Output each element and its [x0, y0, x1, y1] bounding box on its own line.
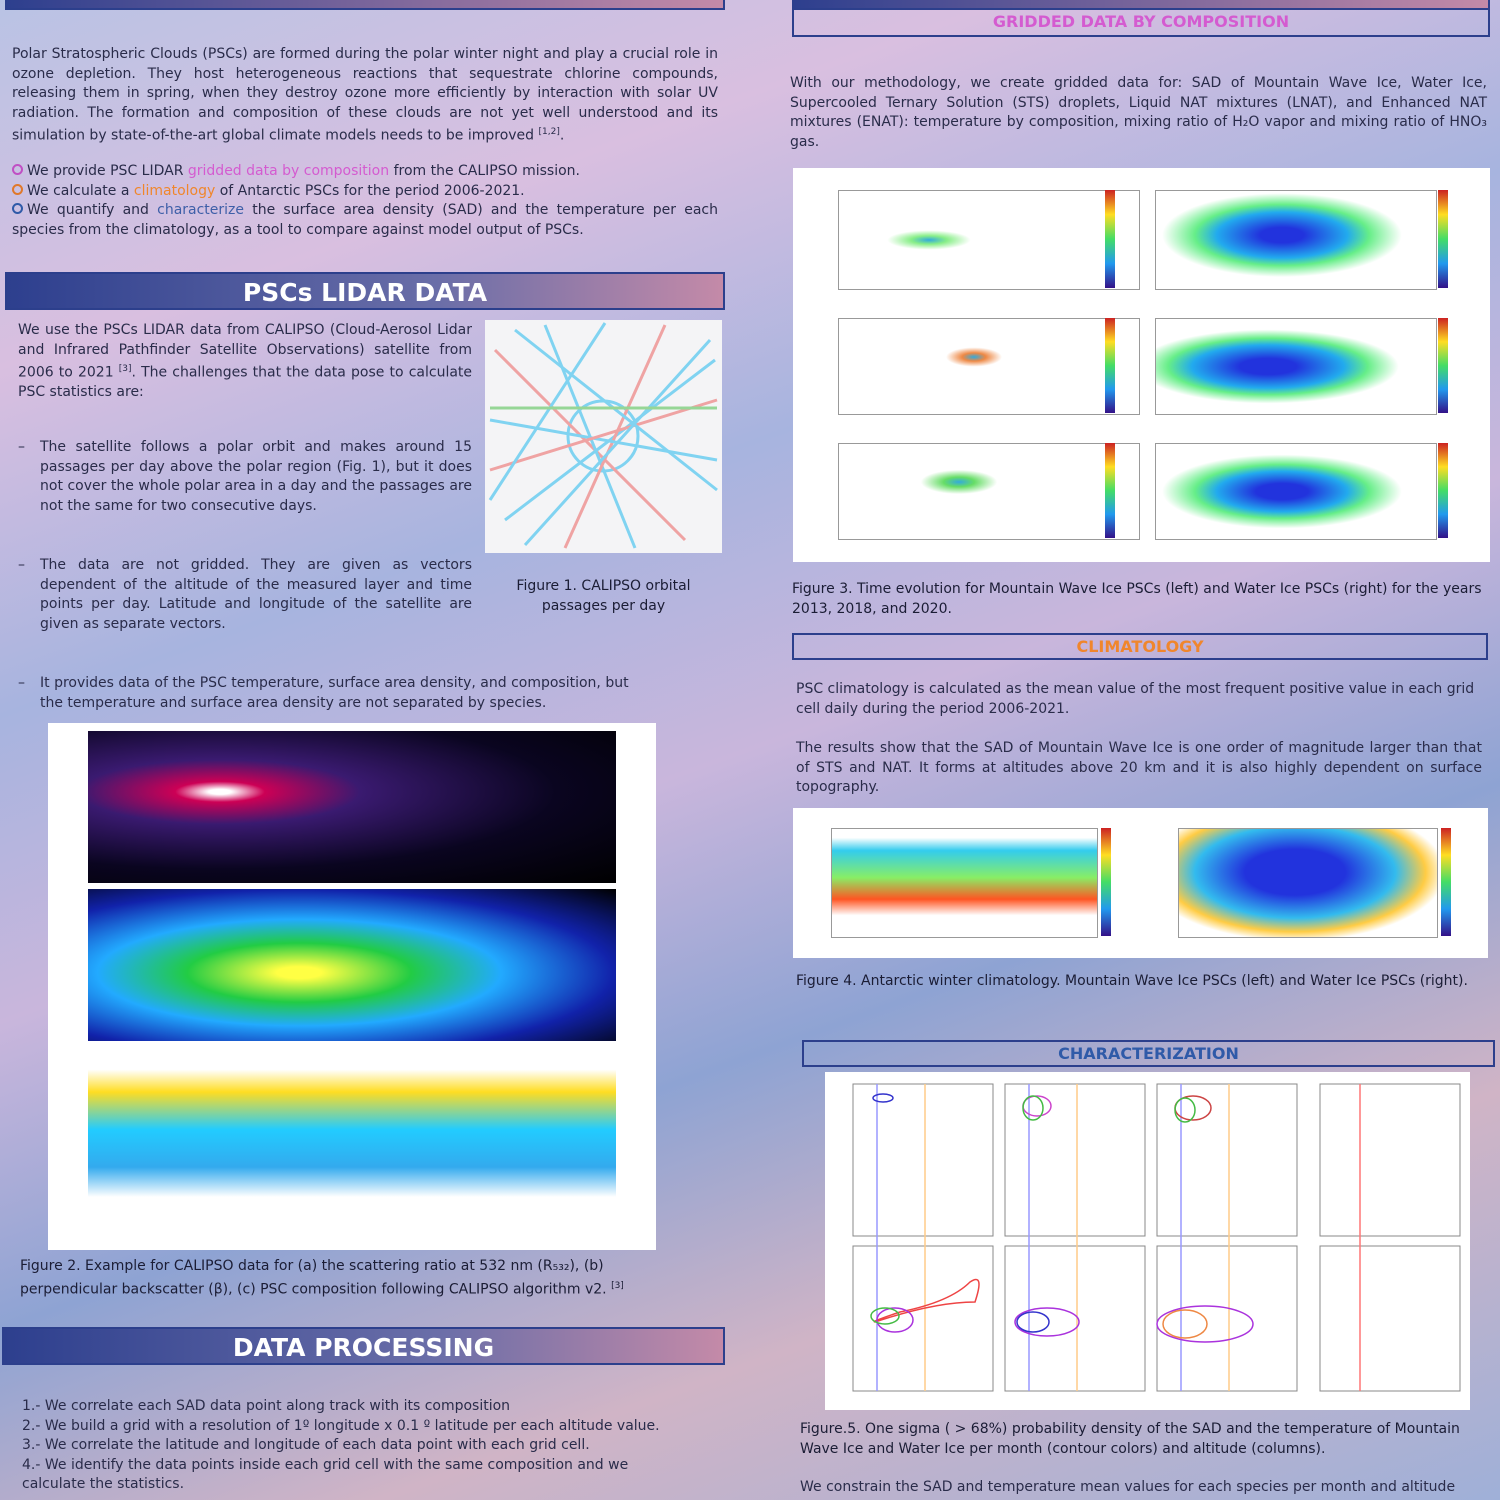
bullet-dot: [12, 203, 23, 214]
plot-panel: [838, 190, 1140, 290]
figure-4: [793, 808, 1488, 958]
section-title: PSCs LIDAR DATA: [5, 272, 725, 310]
figure-caption: Figure.5. One sigma ( > 68%) probability…: [800, 1421, 1460, 1457]
text: Polar Stratospheric Clouds (PSCs) are fo…: [12, 46, 718, 144]
figure-3: [793, 168, 1490, 562]
figure-caption: Figure 1. CALIPSO orbital passages per d…: [516, 578, 691, 614]
text: We provide PSC LIDAR: [27, 163, 184, 179]
reference: [3]: [118, 364, 132, 374]
bullet: It provides data of the PSC temperature,…: [18, 674, 652, 713]
colorbar: [1438, 443, 1448, 538]
colorbar: [1101, 828, 1111, 936]
panel-c: [88, 1047, 616, 1197]
characterization-paragraph: We constrain the SAD and temperature mea…: [800, 1479, 1456, 1495]
colorbar: [1105, 190, 1115, 288]
bullet-dot: [12, 164, 23, 175]
panel-b: [88, 889, 616, 1041]
bullet: The data are not gridded. They are given…: [18, 556, 472, 634]
plot-panel: [838, 443, 1140, 540]
figure-5: [825, 1072, 1470, 1410]
colorbar: [1441, 828, 1451, 936]
figure-1: [485, 320, 722, 553]
step: 1.- We correlate each SAD data point alo…: [22, 1398, 511, 1414]
orbit-plot: [488, 322, 718, 549]
text: of Antarctic PSCs for the period 2006-20…: [219, 182, 525, 199]
highlight: gridded data by composition: [187, 163, 390, 179]
density-plots: [852, 1083, 1461, 1392]
text: . The challenges that the data pose to c…: [18, 364, 473, 401]
intro-bullets: We provide PSC LIDAR gridded data by com…: [12, 162, 718, 240]
plot-panel: [1155, 318, 1437, 415]
figure-2: [48, 723, 656, 1250]
bullet: We provide PSC LIDAR gridded data by com…: [12, 162, 718, 182]
highlight: climatology: [133, 182, 216, 199]
processing-steps: 1.- We correlate each SAD data point alo…: [22, 1397, 672, 1495]
bullet: We calculate a climatology of Antarctic …: [12, 182, 718, 202]
intro-paragraph: Polar Stratospheric Clouds (PSCs) are fo…: [12, 46, 718, 144]
bullet-dot: [12, 183, 23, 195]
step: 4.- We identify the data points inside e…: [22, 1456, 629, 1493]
plot-panel: [1155, 190, 1437, 290]
section-title: CHARACTERIZATION: [802, 1040, 1495, 1067]
section-title: DATA PROCESSING: [2, 1327, 725, 1365]
panel-a: [88, 731, 616, 883]
plot-panel: [1155, 443, 1437, 540]
header-bar: [792, 0, 1490, 10]
figure-caption: Figure 4. Antarctic winter climatology. …: [796, 973, 1468, 989]
plot-panel: [831, 828, 1098, 938]
climatology-paragraph: PSC climatology is calculated as the mea…: [796, 681, 1475, 717]
colorbar: [1105, 443, 1115, 538]
text: from the CALIPSO mission.: [393, 163, 580, 179]
climatology-paragraph: The results show that the SAD of Mountai…: [796, 740, 1482, 795]
text: We use the PSCs LIDAR data from CALIPSO …: [18, 322, 472, 381]
section-title: GRIDDED DATA BY COMPOSITION: [792, 10, 1490, 37]
colorbar: [1105, 318, 1115, 413]
gridded-paragraph: With our methodology, we create gridded …: [790, 75, 1487, 150]
bullet: We quantify and characterize the surface…: [12, 201, 718, 240]
step: 2.- We build a grid with a resolution of…: [22, 1417, 660, 1434]
text: We calculate a: [27, 182, 130, 199]
reference: [1,2]: [538, 127, 560, 137]
header-bar: [5, 0, 725, 10]
colorbar: [1438, 318, 1448, 413]
text: the surface area density (SAD) and the t…: [12, 202, 718, 238]
colorbar: [1438, 190, 1448, 288]
figure-caption: Figure 3. Time evolution for Mountain Wa…: [792, 581, 1482, 617]
lidar-bullets: The satellite follows a polar orbit and …: [18, 438, 629, 753]
lidar-paragraph: We use the PSCs LIDAR data from CALIPSO …: [18, 321, 472, 403]
highlight: characterize: [157, 202, 245, 218]
text: Figure 2. Example for CALIPSO data for (…: [20, 1258, 607, 1298]
plot-panel: [838, 318, 1140, 415]
figure-caption: Figure 2. Example for CALIPSO data for (…: [20, 1257, 660, 1300]
bullet: The satellite follows a polar orbit and …: [18, 438, 472, 516]
step: 3.- We correlate the latitude and longit…: [22, 1437, 590, 1453]
section-title: CLIMATOLOGY: [792, 633, 1488, 660]
reference: [3]: [611, 1280, 624, 1291]
text: We quantify and: [27, 202, 149, 218]
plot-panel: [1178, 828, 1438, 938]
